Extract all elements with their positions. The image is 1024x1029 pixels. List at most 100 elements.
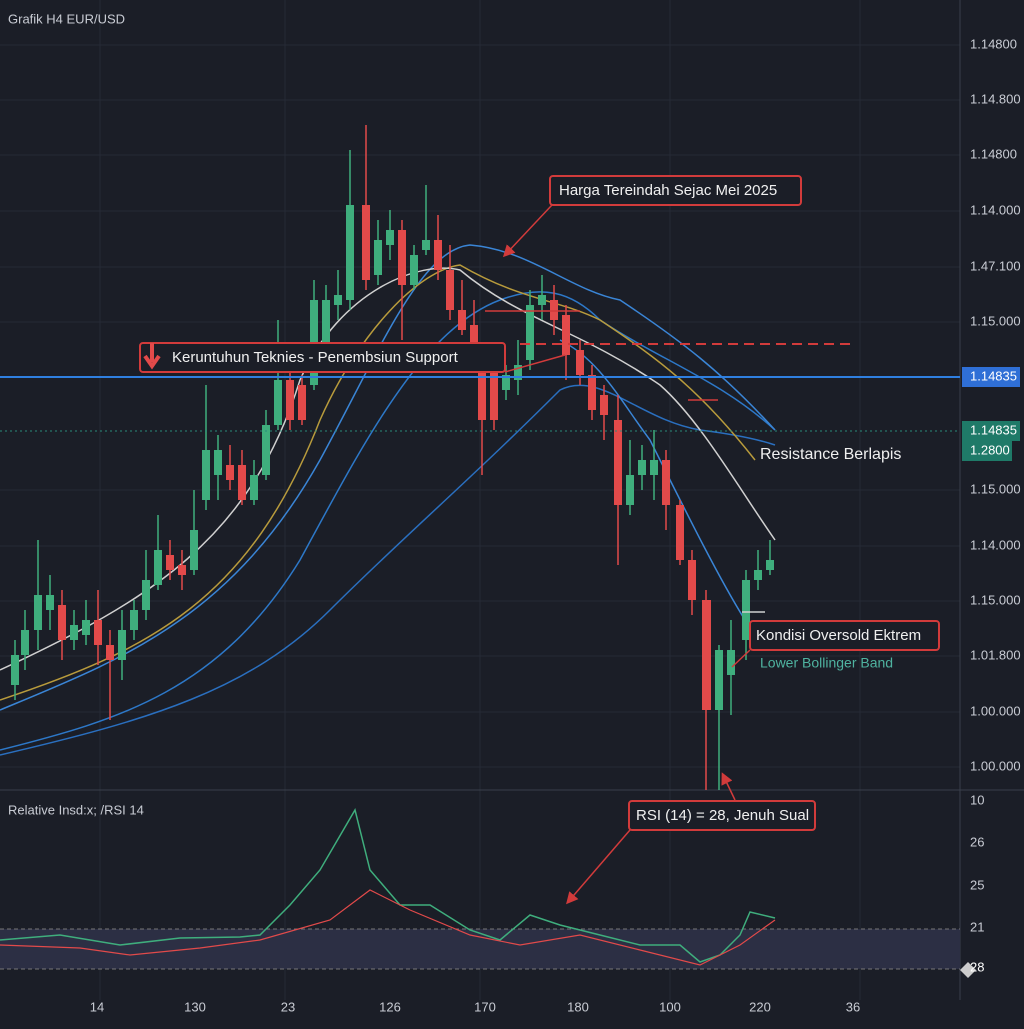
candle bbox=[154, 515, 162, 590]
price-label: 1.14.000 bbox=[970, 537, 1021, 552]
candle bbox=[226, 445, 234, 490]
body bbox=[410, 255, 418, 285]
time-label: 100 bbox=[659, 999, 681, 1014]
body bbox=[588, 375, 596, 410]
price-label: 1.15.000 bbox=[970, 592, 1021, 607]
body bbox=[526, 305, 534, 360]
candle bbox=[322, 285, 330, 350]
candle bbox=[202, 385, 210, 510]
price-label: 1.00.000 bbox=[970, 758, 1021, 773]
body bbox=[676, 505, 684, 560]
candle bbox=[46, 575, 54, 630]
time-label: 23 bbox=[281, 999, 295, 1014]
candle bbox=[702, 590, 711, 790]
body bbox=[650, 460, 658, 475]
candle bbox=[727, 620, 735, 715]
candle bbox=[21, 610, 29, 670]
candle bbox=[238, 450, 246, 505]
time-axis: 14 130 23 126 170 180 100 220 36 bbox=[90, 999, 860, 1014]
price-badge bbox=[962, 421, 1020, 441]
candles bbox=[11, 125, 774, 790]
body bbox=[142, 580, 150, 610]
price-label: 1.15.000 bbox=[970, 313, 1021, 328]
candle bbox=[446, 245, 454, 320]
price-label: 1.14800 bbox=[970, 36, 1017, 51]
body bbox=[94, 620, 102, 645]
rsi-label: 25 bbox=[970, 877, 984, 892]
body bbox=[727, 650, 735, 675]
body bbox=[562, 315, 570, 355]
body bbox=[638, 460, 646, 475]
candle bbox=[688, 550, 696, 615]
annotation: Keruntuhun Teknies - Penembsiun Support bbox=[172, 349, 459, 366]
body bbox=[374, 240, 382, 275]
time-label: 36 bbox=[846, 999, 860, 1014]
candle bbox=[650, 430, 658, 500]
body bbox=[446, 270, 454, 310]
body bbox=[214, 450, 222, 475]
oversold-zone bbox=[0, 929, 960, 969]
body bbox=[58, 605, 66, 640]
body bbox=[754, 570, 762, 580]
rsi-line bbox=[0, 808, 776, 963]
candle bbox=[600, 385, 608, 440]
body bbox=[362, 205, 370, 280]
ema-line bbox=[0, 264, 756, 701]
candle bbox=[538, 275, 546, 320]
body bbox=[490, 365, 498, 420]
body bbox=[470, 325, 478, 345]
body bbox=[576, 350, 584, 375]
price-label: 1.00.000 bbox=[970, 703, 1021, 718]
candle bbox=[334, 270, 342, 320]
candle bbox=[662, 450, 670, 530]
down-arrow-icon bbox=[143, 343, 161, 370]
body bbox=[154, 550, 162, 585]
body bbox=[662, 460, 670, 505]
body bbox=[70, 625, 78, 640]
candle bbox=[58, 590, 66, 660]
rsi-label: 28 bbox=[970, 959, 984, 974]
price-label: 1.14835 bbox=[970, 368, 1017, 383]
annotation: Harga Tereindah Sejac Mei 2025 bbox=[559, 182, 777, 199]
body bbox=[298, 385, 306, 420]
rsi-label: 10 bbox=[970, 792, 984, 807]
body bbox=[274, 380, 282, 425]
time-label: 14 bbox=[90, 999, 104, 1014]
annotation-arrow bbox=[566, 829, 631, 905]
candle bbox=[166, 540, 174, 580]
candle bbox=[458, 280, 466, 335]
body bbox=[34, 595, 42, 630]
annotation-box bbox=[139, 342, 506, 373]
candle bbox=[178, 550, 186, 590]
price-badge bbox=[962, 441, 1012, 461]
body bbox=[538, 295, 546, 305]
body bbox=[82, 620, 90, 635]
candle bbox=[214, 435, 222, 500]
candle bbox=[82, 600, 90, 645]
candle bbox=[626, 440, 634, 515]
candle bbox=[262, 410, 270, 480]
body bbox=[262, 425, 270, 475]
candle bbox=[70, 610, 78, 650]
candle bbox=[398, 220, 406, 340]
body bbox=[250, 475, 258, 500]
annotation-box bbox=[549, 175, 802, 206]
body bbox=[11, 655, 19, 685]
candle bbox=[562, 305, 570, 380]
body bbox=[550, 300, 558, 320]
candle bbox=[766, 540, 774, 575]
body bbox=[322, 300, 330, 345]
body bbox=[190, 530, 198, 570]
time-label: 126 bbox=[379, 999, 401, 1014]
candle bbox=[514, 340, 522, 395]
candle bbox=[422, 185, 430, 255]
candle bbox=[106, 630, 114, 720]
candle bbox=[550, 285, 558, 335]
annotation: Resistance Berlapis bbox=[760, 446, 901, 463]
levels bbox=[0, 310, 960, 613]
time-label: 170 bbox=[474, 999, 496, 1014]
body bbox=[238, 465, 246, 500]
price-badge bbox=[962, 367, 1020, 387]
